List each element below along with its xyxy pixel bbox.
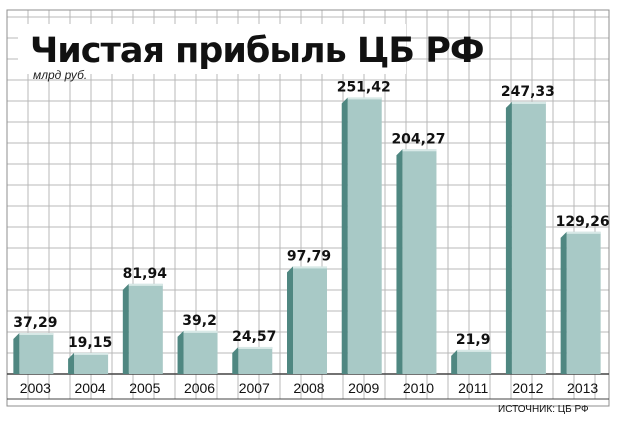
bar-front — [19, 332, 54, 374]
bar-top — [19, 332, 54, 335]
value-label-2012: 247,33 — [501, 84, 555, 100]
y-unit-label: млрд руб. — [33, 68, 87, 82]
bar-2004 — [68, 352, 109, 374]
value-label-2005: 81,94 — [123, 266, 168, 282]
x-tick-2005: 2005 — [129, 380, 160, 396]
bar-front — [566, 231, 601, 374]
bar-top — [74, 352, 109, 355]
x-tick-2007: 2007 — [239, 380, 270, 396]
bar-front — [74, 352, 109, 374]
chart-title: Чистая прибыль ЦБ РФ — [30, 31, 484, 71]
bar-2008 — [287, 266, 327, 374]
bar-front — [183, 330, 218, 374]
x-tick-2010: 2010 — [403, 380, 434, 396]
x-tick-2012: 2012 — [512, 380, 543, 396]
value-label-2010: 204,27 — [391, 131, 445, 147]
bar-2012 — [505, 101, 546, 374]
title-background — [18, 24, 406, 74]
value-label-2004: 19,15 — [68, 335, 112, 351]
value-label-2013: 129,26 — [556, 214, 610, 230]
source-note: ИСТОЧНИК: ЦБ РФ — [498, 404, 589, 415]
x-tick-2011: 2011 — [458, 380, 488, 396]
bar-2007 — [232, 346, 273, 374]
value-label-2006: 39,2 — [182, 313, 217, 329]
bar-side — [122, 283, 129, 374]
bar-side — [451, 349, 458, 374]
bar-top — [402, 149, 437, 152]
bar-front — [347, 97, 382, 375]
bar-top — [128, 283, 163, 286]
x-tick-2004: 2004 — [75, 380, 106, 396]
bar-2011 — [451, 349, 492, 374]
bar-top — [183, 330, 218, 333]
value-label-2011: 21,9 — [456, 332, 491, 348]
bar-front — [238, 346, 273, 374]
bar-front — [511, 101, 546, 374]
bar-side — [505, 101, 512, 374]
value-label-2009: 251,42 — [337, 79, 391, 95]
x-tick-2006: 2006 — [184, 380, 215, 396]
value-labels: 37,29 19,15 81,94 39,2 24,57 97,79 251,42 204,2… — [13, 79, 609, 350]
bar-top — [457, 349, 492, 352]
x-tick-2009: 2009 — [348, 380, 379, 396]
bar-2013 — [560, 231, 601, 374]
bar-top — [238, 346, 273, 349]
bar-side — [13, 332, 20, 374]
bar-2009 — [341, 97, 382, 375]
bar-front — [402, 149, 437, 374]
bar-2003 — [13, 332, 54, 374]
bars — [13, 97, 601, 375]
bar-side — [287, 266, 293, 374]
bar-top — [566, 231, 601, 234]
value-label-2003: 37,29 — [13, 315, 57, 331]
bar-2005 — [122, 283, 163, 374]
bar-side — [68, 352, 75, 374]
bar-front — [293, 266, 327, 374]
bar-front — [457, 349, 492, 374]
bar-top — [511, 101, 546, 104]
bar-front — [128, 283, 163, 374]
x-tick-2003: 2003 — [20, 380, 51, 396]
bar-side — [177, 330, 184, 374]
bar-side — [560, 231, 567, 374]
bar-top — [293, 266, 327, 269]
bar-top — [347, 97, 382, 100]
x-tick-2008: 2008 — [293, 380, 324, 396]
bar-side — [232, 346, 239, 374]
bar-2010 — [396, 149, 437, 374]
x-tick-labels: 2003 2004 2005 2006 2007 2008 2009 2010 2011 2012… — [20, 380, 599, 396]
bar-2006 — [177, 330, 218, 374]
x-tick-2013: 2013 — [567, 380, 598, 396]
bar-side — [341, 97, 348, 375]
value-label-2008: 97,79 — [287, 248, 331, 264]
value-label-2007: 24,57 — [232, 329, 276, 345]
bar-side — [396, 149, 403, 374]
chart-border — [6, 9, 610, 407]
